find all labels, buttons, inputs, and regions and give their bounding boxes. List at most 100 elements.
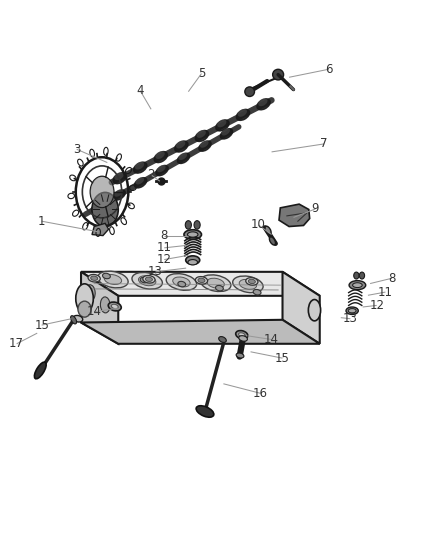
Ellipse shape <box>156 165 168 176</box>
Ellipse shape <box>196 406 214 417</box>
Ellipse shape <box>248 279 255 284</box>
Ellipse shape <box>176 141 185 148</box>
Ellipse shape <box>155 151 165 159</box>
Ellipse shape <box>76 284 93 313</box>
Ellipse shape <box>245 87 254 96</box>
Ellipse shape <box>222 128 230 135</box>
Ellipse shape <box>237 109 250 120</box>
Ellipse shape <box>113 173 126 184</box>
Polygon shape <box>81 272 320 296</box>
Text: 6: 6 <box>325 63 332 76</box>
Ellipse shape <box>185 221 191 229</box>
Ellipse shape <box>134 177 147 188</box>
Ellipse shape <box>215 285 223 291</box>
Ellipse shape <box>197 130 206 138</box>
Ellipse shape <box>102 273 110 279</box>
Ellipse shape <box>184 230 201 239</box>
Ellipse shape <box>143 276 155 283</box>
Ellipse shape <box>198 278 205 282</box>
Ellipse shape <box>200 141 208 148</box>
Ellipse shape <box>111 304 118 309</box>
Ellipse shape <box>108 302 121 311</box>
Text: 8: 8 <box>161 229 168 242</box>
Text: 13: 13 <box>343 312 358 325</box>
Text: 3: 3 <box>73 143 80 156</box>
Text: 1: 1 <box>38 215 46 228</box>
Ellipse shape <box>188 260 198 265</box>
Ellipse shape <box>138 276 156 286</box>
Ellipse shape <box>114 190 123 197</box>
Ellipse shape <box>166 273 197 290</box>
Ellipse shape <box>140 277 148 283</box>
Text: 5: 5 <box>198 67 205 80</box>
Ellipse shape <box>239 336 247 341</box>
Ellipse shape <box>194 221 200 229</box>
Ellipse shape <box>349 280 366 290</box>
Text: 17: 17 <box>9 337 24 350</box>
Ellipse shape <box>178 281 186 287</box>
Ellipse shape <box>136 177 144 184</box>
Text: 11: 11 <box>157 241 172 254</box>
Text: 12: 12 <box>369 299 384 312</box>
Ellipse shape <box>239 279 257 289</box>
Text: 8: 8 <box>389 272 396 285</box>
Polygon shape <box>81 272 118 344</box>
Ellipse shape <box>238 109 247 117</box>
Ellipse shape <box>98 271 128 288</box>
Ellipse shape <box>134 162 147 173</box>
Text: 2: 2 <box>147 168 155 181</box>
Ellipse shape <box>216 120 229 131</box>
Ellipse shape <box>239 333 245 337</box>
Polygon shape <box>92 223 109 236</box>
Ellipse shape <box>236 353 244 358</box>
Ellipse shape <box>157 165 166 172</box>
Ellipse shape <box>132 272 162 289</box>
Polygon shape <box>283 272 320 344</box>
Ellipse shape <box>104 274 122 285</box>
Ellipse shape <box>186 256 200 264</box>
Ellipse shape <box>73 316 83 322</box>
Text: 4: 4 <box>136 84 144 97</box>
Ellipse shape <box>92 192 118 227</box>
Ellipse shape <box>145 277 152 281</box>
Text: 12: 12 <box>157 253 172 266</box>
Ellipse shape <box>187 232 198 237</box>
Ellipse shape <box>179 153 187 160</box>
Text: 15: 15 <box>34 319 49 332</box>
Polygon shape <box>81 320 320 344</box>
Polygon shape <box>279 204 310 227</box>
Ellipse shape <box>88 274 100 282</box>
Ellipse shape <box>91 176 113 207</box>
Ellipse shape <box>269 237 276 245</box>
Ellipse shape <box>236 330 248 339</box>
Ellipse shape <box>265 226 271 235</box>
Text: 11: 11 <box>378 286 393 298</box>
Text: 15: 15 <box>275 352 290 365</box>
Ellipse shape <box>175 141 188 152</box>
Ellipse shape <box>253 289 261 295</box>
Text: 16: 16 <box>253 387 268 400</box>
Ellipse shape <box>195 131 208 141</box>
Text: 9: 9 <box>311 203 319 215</box>
Ellipse shape <box>354 272 359 279</box>
Ellipse shape <box>217 119 226 127</box>
Ellipse shape <box>233 276 263 293</box>
Text: 10: 10 <box>251 219 266 231</box>
Ellipse shape <box>100 297 110 313</box>
Ellipse shape <box>207 278 224 288</box>
Ellipse shape <box>114 172 124 180</box>
Ellipse shape <box>173 277 190 287</box>
Ellipse shape <box>85 285 95 301</box>
Ellipse shape <box>177 153 190 164</box>
Ellipse shape <box>93 202 101 209</box>
Ellipse shape <box>220 128 233 139</box>
Ellipse shape <box>272 69 284 80</box>
Ellipse shape <box>135 162 144 169</box>
Ellipse shape <box>195 277 208 284</box>
Ellipse shape <box>91 276 98 280</box>
Ellipse shape <box>113 190 125 200</box>
Ellipse shape <box>353 282 362 288</box>
Text: 14: 14 <box>87 305 102 318</box>
Ellipse shape <box>359 272 364 279</box>
Ellipse shape <box>35 362 46 379</box>
